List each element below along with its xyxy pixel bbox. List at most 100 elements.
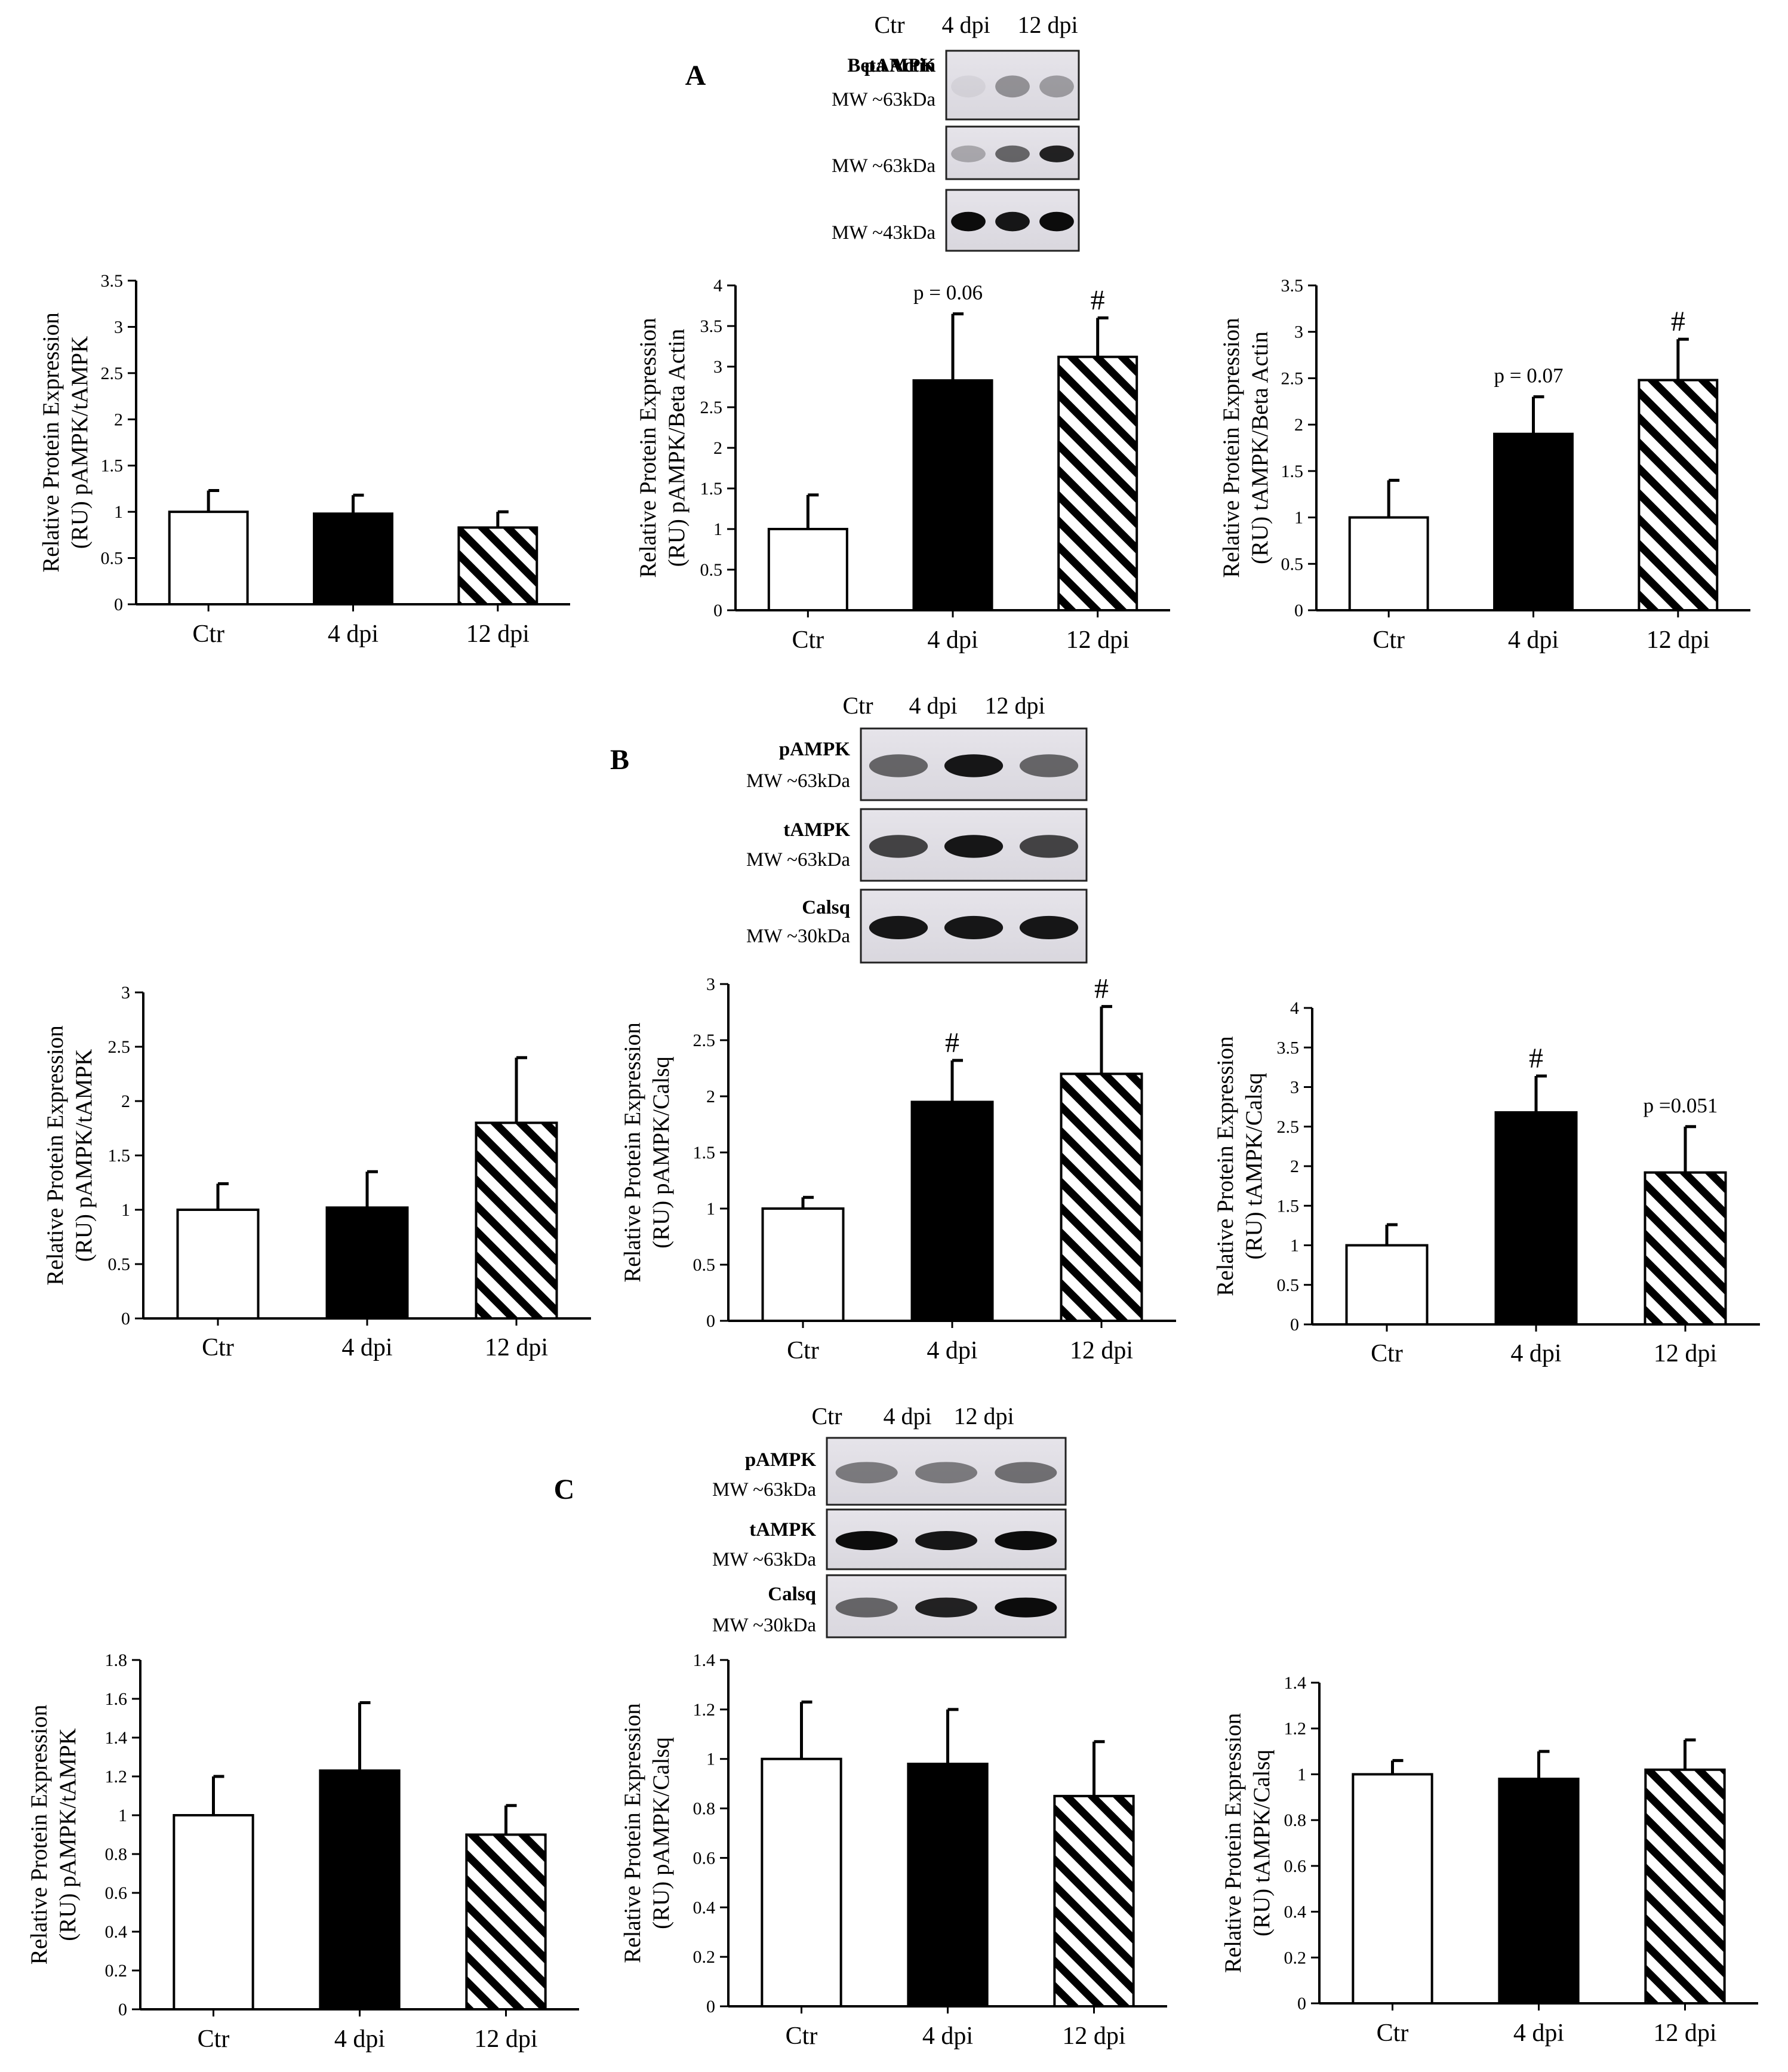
significance-marker: #: [1529, 1043, 1543, 1074]
lane-label: Ctr: [842, 692, 873, 719]
y-axis-label-line: Relative Protein Expression: [635, 318, 661, 577]
category-label: 12 dpi: [485, 1334, 548, 1361]
blot-membrane: [945, 50, 1080, 121]
y-tick-label: 0: [706, 1997, 715, 2016]
y-tick-label: 3.5: [101, 271, 124, 291]
category-label: 12 dpi: [1062, 2022, 1125, 2050]
blot-row-name: pAMPK: [864, 55, 935, 76]
y-axis-label: Relative Protein Expression (RU) tAMPK/Be…: [1218, 318, 1273, 577]
y-tick-label: 1.8: [105, 1650, 128, 1670]
y-tick-label: 0.6: [105, 1883, 128, 1903]
y-tick-label: 2.5: [101, 364, 124, 383]
blot-band: [995, 211, 1030, 232]
y-tick-label: 1: [114, 502, 123, 522]
blot-band: [1039, 75, 1074, 98]
chart-2: 0 0.5 1 1.5 2 2.5 3 3.5 4 Relative Protein Expres…: [635, 276, 1170, 654]
y-axis-label-line: (RU) pAMPK/tAMPK: [71, 1049, 97, 1262]
blot-row-mw: MW ~63kDa: [712, 1479, 816, 1501]
y-tick-label: 2.5: [108, 1037, 131, 1057]
blot-band: [951, 75, 986, 98]
blot-row-name: tAMPK: [869, 55, 935, 76]
blot-panel-A: A Ctr 4 dpi 12 dpi pAMPK MW ~63kDa tAMPK MW ~63…: [685, 11, 1080, 252]
y-tick-label: 1: [706, 1199, 715, 1219]
bar-2: [907, 1763, 989, 2008]
blot-band: [1019, 835, 1079, 858]
blot-row-name: Calsq: [802, 897, 850, 918]
blot-row-mw: MW ~63kDa: [712, 1549, 816, 1570]
y-tick-label: 3.5: [1281, 276, 1304, 296]
y-tick-label: 1: [1297, 1764, 1306, 1784]
y-axis-label-line: Relative Protein Expression: [38, 312, 64, 572]
y-tick-label: 1.4: [693, 1650, 716, 1670]
y-tick-label: 0.5: [1277, 1275, 1300, 1295]
y-axis-label-line: Relative Protein Expression: [1218, 318, 1244, 577]
category-label: Ctr: [202, 1334, 234, 1361]
y-tick-label: 0: [114, 595, 123, 614]
blot-row-mw: MW ~63kDa: [746, 849, 850, 871]
bar-3: [1644, 1768, 1726, 2005]
category-label: 4 dpi: [328, 620, 378, 648]
blot-panel-C: C Ctr 4 dpi 12 dpi pAMPK MW ~63kDa tAMPK MW ~63…: [554, 1403, 1067, 1638]
chart-1: 0 0.5 1 1.5 2 2.5 3 3.5 Relative Protein Express…: [38, 271, 570, 648]
y-tick-label: 3.5: [700, 316, 723, 336]
category-label: Ctr: [1377, 2019, 1409, 2047]
y-tick-label: 1.5: [1281, 462, 1304, 481]
y-axis-label-line: Relative Protein Expression: [620, 1022, 645, 1282]
y-tick-label: 3: [1294, 322, 1303, 342]
y-tick-label: 0.5: [108, 1255, 131, 1274]
blot-row-mw: MW ~30kDa: [712, 1615, 816, 1636]
y-axis-label: Relative Protein Expression (RU) pAMPK/tA…: [42, 1025, 97, 1285]
chart-8: 0 0.2 0.4 0.6 0.8 1 1.2 1.4 Relative Protein Exp…: [620, 1650, 1167, 2050]
y-tick-label: 1.5: [108, 1146, 131, 1166]
blot-row-mw: MW ~43kDa: [832, 222, 935, 244]
y-tick-label: 3: [706, 974, 715, 994]
y-tick-label: 0.5: [693, 1255, 716, 1275]
y-tick-label: 0: [1294, 601, 1303, 620]
y-tick-label: 1.2: [693, 1700, 716, 1720]
blot-band: [915, 1462, 977, 1484]
y-tick-label: 2: [114, 410, 123, 429]
bar-1: [176, 1209, 260, 1320]
y-tick-label: 1.4: [105, 1728, 128, 1748]
blot-band: [1019, 754, 1079, 777]
y-tick-label: 0.4: [105, 1922, 128, 1942]
bar-1: [761, 1757, 842, 2008]
blot-row-mw: MW ~63kDa: [832, 89, 935, 110]
blot-band: [1019, 915, 1079, 939]
y-tick-label: 0: [1290, 1315, 1299, 1335]
y-axis-label: Relative Protein Expression (RU) tAMPK/Ca…: [1220, 1713, 1275, 1973]
blot-row-mw: MW ~63kDa: [746, 770, 850, 792]
category-label: Ctr: [792, 626, 824, 654]
blot-band: [995, 145, 1030, 162]
bar-3: [457, 526, 538, 605]
significance-marker: #: [945, 1027, 959, 1059]
y-tick-label: 0.8: [693, 1799, 716, 1819]
y-tick-label: 0: [713, 601, 722, 620]
bar-2: [319, 1769, 401, 2010]
y-tick-label: 1.5: [700, 479, 723, 499]
bar-1: [1352, 1773, 1433, 2005]
y-tick-label: 1.2: [105, 1767, 128, 1787]
y-tick-label: 1.2: [1284, 1719, 1307, 1739]
blot-band: [869, 754, 928, 777]
y-tick-label: 0.2: [105, 1961, 128, 1981]
y-axis-label-line: (RU) pAMPK/Beta Actin: [664, 329, 690, 567]
y-axis-label: Relative Protein Expression (RU) pAMPK/tA…: [26, 1705, 81, 1965]
y-tick-label: 1.4: [1284, 1673, 1307, 1693]
lane-label: 4 dpi: [883, 1403, 931, 1430]
y-tick-label: 0.4: [1284, 1902, 1307, 1922]
blot-band: [944, 915, 1004, 939]
y-tick-label: 0.5: [700, 560, 723, 580]
lane-label: 4 dpi: [909, 692, 957, 719]
y-axis-label-line: Relative Protein Expression: [1212, 1036, 1238, 1296]
y-tick-label: 3.5: [1277, 1038, 1300, 1057]
y-tick-label: 0: [121, 1309, 130, 1329]
bar-charts: 0 0.5 1 1.5 2 2.5 3 3.5 Relative Protein Express…: [26, 271, 1760, 2053]
y-tick-label: 3: [121, 983, 130, 1003]
chart-7: 0 0.2 0.4 0.6 0.8 1 1.2 1.4 1.6 1.8 Relative Prote…: [26, 1650, 579, 2053]
blot-band: [835, 1597, 898, 1618]
p-value-annotation: p =0.051: [1644, 1094, 1718, 1117]
category-label: Ctr: [192, 620, 224, 648]
p-value-annotation: p = 0.06: [913, 281, 983, 305]
category-label: 12 dpi: [1647, 626, 1710, 654]
